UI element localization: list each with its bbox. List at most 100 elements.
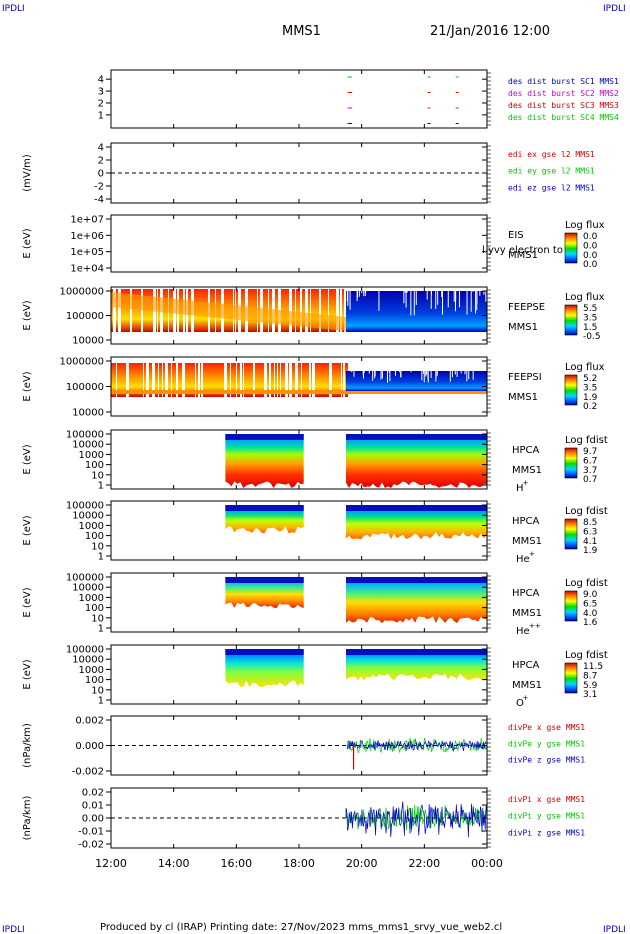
y-tick-label: 100000	[66, 311, 104, 322]
y-tick-label: 100	[85, 460, 104, 471]
spectrogram-gap	[483, 291, 485, 295]
x-tick-label: 00:00	[471, 857, 503, 870]
colorbar-tick-label: 3.5	[583, 383, 597, 393]
spectrogram-gap	[466, 291, 468, 315]
spectrogram-gap	[363, 291, 365, 297]
y-tick-label: 4	[98, 143, 104, 154]
spectrogram-column	[119, 363, 122, 397]
spectrogram-column	[141, 363, 143, 397]
colorbar-tick-label: 6.7	[583, 456, 597, 466]
spectrogram-column	[281, 363, 282, 397]
spectrogram-column	[242, 363, 243, 397]
spectrogram-column	[302, 289, 305, 332]
instrument-label: EIS	[508, 230, 524, 241]
spectrogram-column	[298, 289, 300, 332]
series-line-blue	[345, 801, 488, 838]
y-axis-label: (nPa/km)	[22, 796, 33, 841]
spectrogram-column	[125, 363, 126, 397]
spectrogram-column	[188, 363, 190, 397]
spectrogram-column	[219, 363, 222, 397]
spectrogram-gap	[427, 371, 429, 383]
species-charge: +	[529, 550, 535, 558]
spectrogram-topband	[346, 505, 487, 511]
spectrogram-column	[200, 363, 201, 397]
y-tick-label: 4	[98, 75, 104, 86]
spectrogram-gap	[458, 291, 460, 308]
spectrogram-gap	[410, 371, 412, 373]
y-tick-label: 2	[98, 98, 104, 109]
instrument-label: HPCA	[512, 588, 540, 599]
spectrogram-column	[305, 363, 306, 397]
spectrogram-gap	[485, 291, 487, 302]
spectrogram-column	[207, 363, 209, 397]
spectrogram-gap	[475, 291, 477, 314]
spectrogram-gap	[425, 371, 427, 377]
spectrogram-gap	[472, 291, 474, 292]
spectrogram-column	[214, 363, 216, 397]
spectrogram-column	[339, 289, 340, 332]
instrument-label: FEEPSI	[508, 372, 542, 383]
legend-entry: divPi x gse MMS1	[508, 795, 585, 804]
spectrogram-topband	[346, 577, 487, 583]
colorbar-title: Log flux	[565, 362, 605, 373]
y-tick-label: 100000	[66, 573, 104, 584]
colorbar	[564, 447, 578, 479]
y-tick-label: 0.00	[82, 814, 104, 825]
spectrogram-column	[172, 363, 175, 397]
y-tick-label: 1e+05	[70, 247, 104, 258]
colorbar-tick-label: 4.0	[583, 609, 598, 619]
legend-entry: des dist burst SC2 MMS2	[508, 89, 619, 98]
spectrogram-column	[321, 289, 322, 332]
colorbar-tick-label: 1.9	[583, 546, 598, 556]
corner-label-bottom-right: IPDLI	[603, 925, 626, 934]
spectrogram-column	[320, 363, 323, 397]
spectrogram-gap	[466, 371, 468, 382]
y-tick-label: 1e+04	[70, 264, 104, 275]
spectrogram-gap	[423, 371, 425, 383]
x-tick-label: 12:00	[95, 857, 127, 870]
spectrogram-column	[216, 363, 219, 397]
colorbar-tick-label: 9.7	[583, 447, 597, 457]
y-tick-label: 10	[91, 541, 104, 552]
colorbar	[564, 518, 578, 550]
spectrogram-feature	[111, 292, 346, 331]
spectrogram-gap	[476, 291, 478, 311]
spectrogram-topband	[346, 434, 487, 440]
y-tick-label: 100000	[66, 501, 104, 512]
colorbar-tick-label: 8.7	[583, 671, 597, 681]
colorbar-title: Log flux	[565, 220, 605, 231]
spectrogram-interval	[346, 505, 487, 540]
spectrogram-column	[282, 363, 285, 397]
spectrogram-column	[258, 363, 261, 397]
spectrogram-gap	[363, 371, 365, 379]
species-label: He	[516, 626, 530, 637]
panel-feepse: 1000000 100000 10000 E (eV) FEEPSE MMS1 Log fl…	[22, 286, 605, 347]
spectrogram-column	[181, 363, 182, 397]
colorbar-tick-label: -0.5	[583, 332, 601, 342]
spectrogram-column	[163, 363, 165, 397]
series-line-green	[345, 804, 488, 833]
spectrogram-column	[302, 363, 305, 397]
spacecraft-label: MMS1	[512, 536, 542, 547]
spectrogram-column	[292, 289, 295, 332]
colorbar-tick-label: 6.5	[583, 599, 597, 609]
spectrogram-gap	[449, 371, 451, 382]
colorbar	[564, 374, 578, 406]
spectrogram-column	[245, 363, 247, 397]
y-tick-label: 0.02	[82, 788, 104, 799]
spectrogram-gap	[351, 371, 353, 373]
spectrogram-gap	[435, 371, 437, 382]
spectrogram-column	[271, 363, 273, 397]
spectrogram-gap	[410, 291, 412, 316]
instrument-label: HPCA	[512, 445, 540, 456]
spectrogram-column	[311, 289, 314, 332]
y-axis-label: (nPa/km)	[22, 723, 33, 768]
spectrogram-column	[135, 289, 136, 332]
spectrogram-column	[318, 363, 320, 397]
spectrogram-gap	[389, 371, 391, 382]
spectrogram-column	[323, 363, 326, 397]
spectrogram-column	[116, 289, 118, 332]
spectrogram-column	[117, 363, 119, 397]
x-tick-label: 22:00	[408, 857, 440, 870]
legend-entry: des dist burst SC3 MMS3	[508, 101, 619, 110]
